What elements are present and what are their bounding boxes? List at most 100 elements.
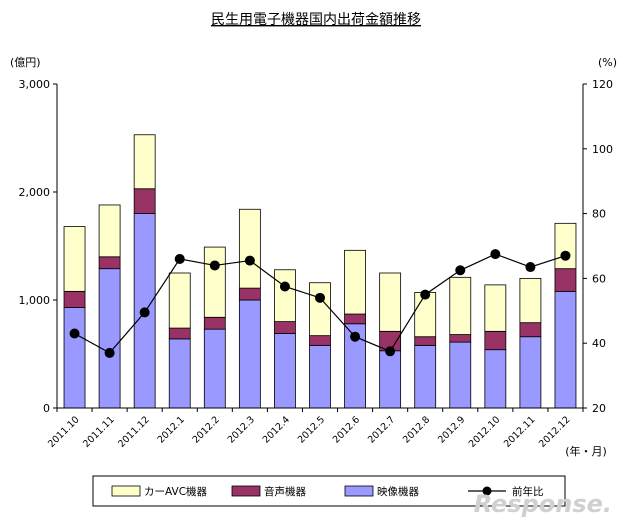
legend-label-1: 音声機器 bbox=[264, 485, 306, 498]
x-tick-label-13: 2012.11 bbox=[502, 414, 538, 450]
right-tick-label-0: 20 bbox=[592, 402, 606, 415]
x-tick-label-8: 2012.6 bbox=[331, 414, 362, 445]
bar-segment-1-13 bbox=[519, 322, 542, 338]
yoy-point-0 bbox=[69, 328, 80, 339]
bar-segment-0-1 bbox=[98, 268, 121, 409]
bar-segment-1-7 bbox=[309, 335, 331, 346]
bar-segment-2-11 bbox=[449, 276, 472, 335]
bar-segment-2-6 bbox=[274, 269, 296, 323]
yoy-point-14 bbox=[560, 250, 571, 261]
x-tick-label-4: 2012.2 bbox=[191, 414, 222, 445]
right-tick-label-3: 80 bbox=[592, 208, 606, 221]
yoy-point-12 bbox=[490, 249, 501, 260]
yoy-point-2 bbox=[139, 307, 150, 318]
line-layer bbox=[69, 249, 571, 358]
bar-segment-2-0 bbox=[63, 226, 86, 292]
left-axis-label: (億円) bbox=[10, 56, 41, 69]
bar-segment-0-10 bbox=[414, 344, 437, 409]
bar-segment-1-8 bbox=[344, 313, 366, 325]
bar-segment-1-1 bbox=[98, 256, 121, 270]
x-tick-label-5: 2012.3 bbox=[226, 414, 257, 445]
legend-label-3: 前年比 bbox=[512, 485, 544, 498]
bar-segment-1-6 bbox=[274, 321, 296, 334]
bar-segment-1-0 bbox=[63, 290, 86, 308]
bar-segment-2-2 bbox=[133, 134, 156, 190]
bar-segment-1-4 bbox=[203, 316, 226, 330]
x-tick-label-10: 2012.8 bbox=[401, 414, 432, 445]
legend-label-0: カーAVC機器 bbox=[144, 485, 208, 498]
x-tick-label-9: 2012.7 bbox=[366, 414, 397, 445]
legend-label-2: 映像機器 bbox=[377, 485, 419, 498]
yoy-point-3 bbox=[174, 253, 185, 264]
bar-segment-2-4 bbox=[203, 246, 226, 318]
right-tick-label-4: 100 bbox=[592, 143, 613, 156]
legend-marker-3 bbox=[482, 486, 492, 496]
yoy-point-11 bbox=[455, 265, 466, 276]
bar-segment-0-9 bbox=[379, 350, 402, 409]
bar-segment-0-14 bbox=[554, 290, 577, 409]
bar-segment-2-13 bbox=[519, 277, 542, 324]
legend-swatch-1 bbox=[231, 485, 261, 497]
left-tick-label-2: 2,000 bbox=[19, 186, 51, 199]
yoy-point-5 bbox=[244, 255, 255, 266]
bar-segment-1-3 bbox=[168, 327, 191, 340]
left-tick-label-0: 0 bbox=[43, 402, 50, 415]
bar-segment-2-5 bbox=[238, 208, 261, 289]
x-axis-label: (年・月) bbox=[565, 444, 607, 458]
bar-segment-1-10 bbox=[414, 336, 437, 346]
bar-segment-0-6 bbox=[274, 333, 296, 409]
right-tick-label-2: 60 bbox=[592, 272, 606, 285]
yoy-point-1 bbox=[104, 347, 115, 358]
right-axis-label: (%) bbox=[598, 56, 617, 69]
bar-segment-2-3 bbox=[168, 272, 191, 329]
bar-segment-0-12 bbox=[484, 349, 507, 409]
yoy-point-9 bbox=[385, 346, 396, 357]
bar-segment-0-3 bbox=[168, 338, 191, 409]
yoy-point-13 bbox=[525, 262, 536, 273]
x-tick-label-0: 2011.10 bbox=[46, 414, 82, 450]
bar-segment-1-2 bbox=[133, 188, 156, 214]
left-tick-label-1: 1,000 bbox=[19, 294, 51, 307]
x-tick-label-7: 2012.5 bbox=[296, 414, 327, 445]
left-tick-label-3: 3,000 bbox=[19, 78, 51, 91]
bar-segment-2-12 bbox=[484, 284, 507, 332]
x-tick-label-2: 2011.12 bbox=[116, 414, 152, 450]
chart-title: 民生用電子機器国内出荷金額推移 bbox=[211, 12, 421, 28]
x-tick-label-11: 2012.9 bbox=[436, 414, 467, 445]
bar-segment-2-7 bbox=[309, 282, 331, 337]
bar-segment-2-8 bbox=[344, 249, 366, 315]
yoy-point-7 bbox=[315, 292, 325, 303]
right-tick-label-1: 40 bbox=[592, 337, 606, 350]
legend: カーAVC機器 音声機器 映像機器 前年比 bbox=[111, 485, 544, 498]
legend-swatch-2 bbox=[344, 485, 374, 497]
bar-segment-0-5 bbox=[238, 299, 261, 409]
bar-segment-0-13 bbox=[519, 336, 542, 409]
right-tick-label-5: 120 bbox=[592, 78, 613, 91]
x-tick-label-3: 2012.1 bbox=[156, 414, 187, 445]
bar-segment-1-12 bbox=[484, 330, 507, 351]
yoy-point-10 bbox=[420, 289, 431, 300]
legend-box bbox=[92, 475, 566, 507]
bar-segment-1-11 bbox=[449, 334, 472, 343]
x-tick-label-6: 2012.4 bbox=[261, 414, 292, 445]
x-tick-label-1: 2011.11 bbox=[81, 414, 117, 450]
yoy-point-4 bbox=[209, 260, 220, 271]
bar-segment-1-14 bbox=[554, 268, 577, 292]
bar-segment-2-9 bbox=[379, 272, 402, 332]
bar-segment-0-4 bbox=[203, 328, 226, 409]
legend-swatch-0 bbox=[111, 485, 141, 497]
bars-layer bbox=[63, 134, 577, 409]
bar-segment-1-5 bbox=[238, 287, 261, 301]
yoy-point-6 bbox=[279, 281, 290, 292]
watermark: Response. bbox=[474, 490, 612, 518]
bar-segment-0-11 bbox=[449, 341, 472, 409]
x-tick-label-12: 2012.10 bbox=[467, 414, 503, 450]
axes-layer: 0 1,000 2,000 3,000 20 40 60 80 100 120 bbox=[19, 78, 614, 415]
bar-segment-2-14 bbox=[554, 222, 577, 270]
bar-segment-0-7 bbox=[309, 344, 331, 409]
yoy-point-8 bbox=[350, 331, 361, 342]
x-ticks-layer: 2011.10 2011.11 2011.12 2012.1 2012.2 2012.3 2… bbox=[46, 414, 572, 450]
bar-segment-2-1 bbox=[98, 204, 121, 258]
bar-segment-0-0 bbox=[63, 307, 86, 409]
